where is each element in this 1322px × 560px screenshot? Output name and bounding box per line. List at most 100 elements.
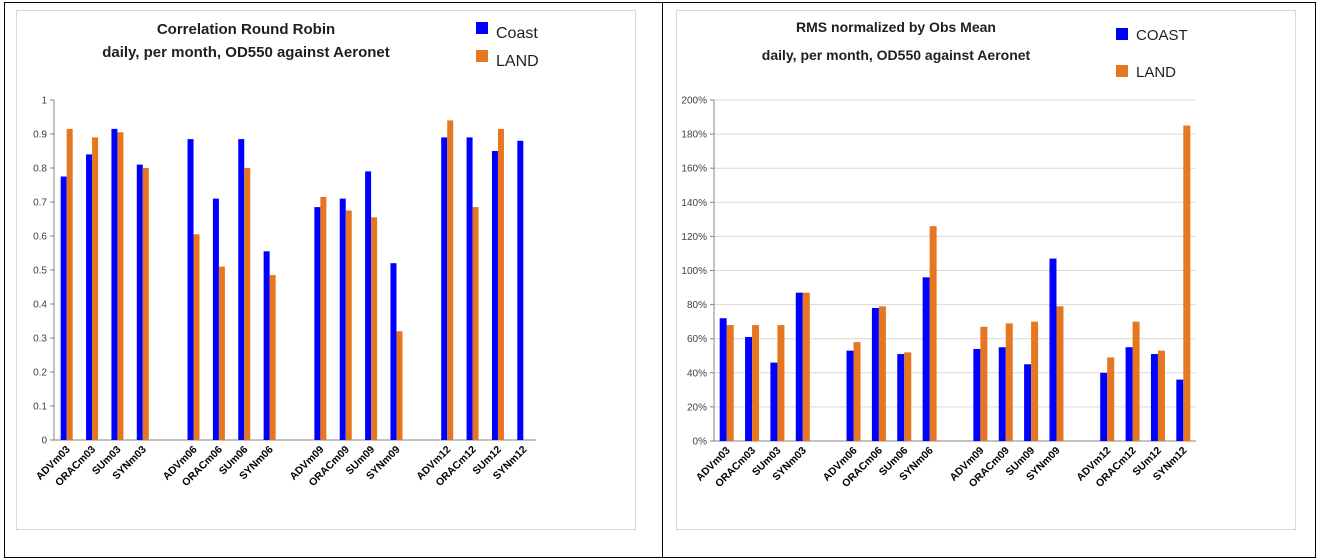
bar-land-sum03 — [777, 325, 785, 441]
y-tick-label: 0.5 — [33, 266, 47, 277]
bar-coast-advm03 — [719, 318, 727, 441]
bar-land-synm03 — [142, 168, 149, 440]
bar-coast-oracm03 — [745, 336, 753, 441]
chart-title-line: RMS normalized by Obs Mean — [796, 19, 996, 35]
y-tick-label: 0 — [41, 436, 47, 447]
bar-coast-oracm12 — [466, 137, 473, 440]
y-tick-label: 0.6 — [33, 232, 47, 243]
bar-land-sum06 — [904, 352, 912, 441]
bar-land-oracm12 — [472, 207, 479, 440]
bar-coast-synm09 — [390, 263, 397, 440]
bar-land-sum12 — [1157, 350, 1165, 441]
bar-land-oracm06 — [218, 266, 225, 440]
bar-land-advm06 — [853, 342, 861, 441]
y-tick-label: 160% — [681, 164, 707, 175]
bar-land-advm09 — [980, 326, 988, 441]
y-tick-label: 200% — [681, 96, 707, 107]
bar-land-oracm09 — [345, 210, 352, 440]
bar-coast-advm09 — [314, 207, 321, 440]
bar-coast-advm03 — [60, 176, 67, 440]
bar-coast-sum03 — [770, 362, 778, 441]
bar-coast-sum09 — [365, 171, 372, 440]
bar-land-synm03 — [802, 292, 810, 441]
bar-land-advm06 — [193, 234, 200, 440]
y-tick-label: 0.4 — [33, 300, 47, 311]
bar-coast-synm06 — [922, 277, 930, 441]
bar-land-sum03 — [117, 132, 124, 441]
bar-land-synm09 — [1056, 306, 1064, 441]
y-tick-label: 100% — [681, 266, 707, 277]
y-tick-label: 80% — [687, 300, 707, 311]
bar-coast-synm03 — [136, 164, 143, 440]
bar-land-sum12 — [497, 128, 504, 440]
bar-land-oracm09 — [1005, 323, 1013, 441]
y-tick-label: 0.9 — [33, 130, 47, 141]
bar-coast-advm06 — [846, 350, 854, 441]
bar-land-sum09 — [371, 217, 378, 440]
correlation-chart: Correlation Round Robin daily, per month,… — [33, 21, 539, 489]
bar-land-oracm03 — [92, 137, 99, 440]
bar-coast-synm09 — [1049, 258, 1057, 441]
y-tick-label: 0.1 — [33, 402, 47, 413]
y-tick-label: 120% — [681, 232, 707, 243]
bar-land-sum06 — [244, 168, 251, 440]
bar-coast-sum06 — [897, 354, 905, 441]
bar-coast-synm06 — [263, 251, 270, 440]
rms-chart: RMS normalized by Obs Mean daily, per mon… — [681, 19, 1196, 490]
legend-label-land: LAND — [496, 53, 539, 70]
bar-coast-oracm09 — [339, 198, 346, 440]
bar-land-advm03 — [66, 128, 73, 440]
chart-title-line: Correlation Round Robin — [157, 21, 335, 38]
chart-title-line: daily, per month, OD550 against Aeronet — [762, 47, 1031, 63]
bar-land-oracm06 — [878, 306, 886, 441]
bar-land-advm12 — [447, 120, 454, 441]
y-tick-label: 60% — [687, 334, 707, 345]
y-tick-label: 40% — [687, 368, 707, 379]
bar-coast-sum06 — [238, 139, 245, 440]
legend-label-coast: COAST — [1136, 27, 1188, 44]
bar-land-synm06 — [929, 226, 937, 441]
y-tick-label: 20% — [687, 402, 707, 413]
y-tick-label: 140% — [681, 198, 707, 209]
y-tick-label: 0% — [693, 437, 708, 448]
bar-land-advm03 — [726, 325, 734, 441]
bar-coast-oracm12 — [1125, 347, 1133, 441]
bar-coast-sum03 — [111, 128, 118, 440]
legend-swatch-land — [476, 50, 488, 62]
bar-coast-synm12 — [1176, 379, 1184, 441]
bar-coast-synm03 — [795, 292, 803, 441]
legend-swatch-coast — [476, 22, 488, 34]
legend-label-coast: Coast — [496, 25, 538, 42]
bar-coast-oracm09 — [998, 347, 1006, 441]
legend-swatch-land — [1116, 65, 1128, 77]
bar-coast-advm12 — [441, 137, 448, 440]
legend-label-land: LAND — [1136, 64, 1176, 81]
bar-coast-advm12 — [1100, 372, 1108, 441]
bar-coast-advm09 — [973, 348, 981, 441]
y-tick-label: 0.2 — [33, 368, 47, 379]
bar-land-oracm12 — [1132, 321, 1140, 441]
y-tick-label: 1 — [41, 96, 47, 107]
bar-land-synm09 — [396, 331, 403, 440]
y-tick-label: 180% — [681, 130, 707, 141]
bar-coast-sum12 — [491, 151, 498, 440]
bar-coast-synm12 — [517, 140, 524, 441]
bar-coast-oracm06 — [212, 198, 219, 440]
y-tick-label: 0.8 — [33, 164, 47, 175]
bar-coast-advm06 — [187, 139, 194, 440]
bar-land-synm12 — [1183, 125, 1191, 441]
panel-divider — [662, 2, 663, 558]
correlation-chart-panel: Correlation Round Robin daily, per month,… — [16, 10, 636, 530]
bar-land-advm12 — [1107, 357, 1115, 441]
y-tick-label: 0.7 — [33, 198, 47, 209]
rms-chart-panel: RMS normalized by Obs Mean daily, per mon… — [676, 10, 1296, 530]
bar-coast-sum09 — [1024, 364, 1032, 441]
y-tick-label: 0.3 — [33, 334, 47, 345]
bar-land-oracm03 — [752, 325, 760, 441]
outer-frame — [4, 2, 1316, 558]
bar-coast-sum12 — [1150, 354, 1158, 441]
bar-coast-oracm03 — [86, 154, 93, 440]
bar-land-synm06 — [269, 275, 276, 440]
bar-land-advm09 — [320, 196, 327, 440]
bar-coast-oracm06 — [871, 308, 879, 441]
